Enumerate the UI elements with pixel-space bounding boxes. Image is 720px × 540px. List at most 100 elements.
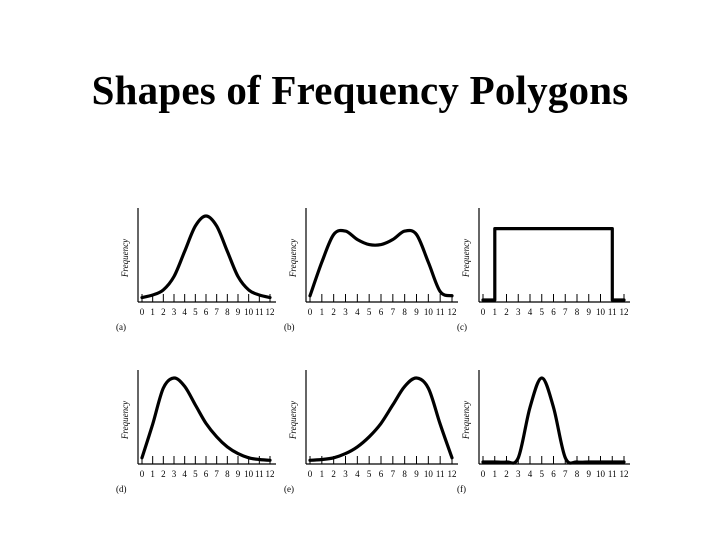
x-tick-label: 2 — [161, 307, 166, 317]
x-tick-label: 5 — [193, 307, 198, 317]
x-tick-label: 0 — [140, 469, 145, 479]
x-tick-label: 9 — [414, 469, 419, 479]
frequency-curve — [308, 228, 454, 298]
x-tick-label: 11 — [436, 307, 445, 317]
x-tick-label: 9 — [587, 469, 592, 479]
x-tick-label: 3 — [516, 307, 521, 317]
x-tick-label: 11 — [608, 307, 617, 317]
x-tick-label: 12 — [448, 307, 457, 317]
panel-label: (a) — [116, 322, 126, 332]
x-tick-label: 0 — [308, 307, 313, 317]
x-tick-label: 5 — [540, 469, 545, 479]
x-tick-label: 2 — [504, 307, 509, 317]
x-tick-label: 10 — [244, 469, 254, 479]
x-tick-label: 10 — [596, 307, 606, 317]
x-tick-label: 6 — [379, 469, 384, 479]
frequency-curve — [308, 376, 454, 462]
x-tick-label: 1 — [320, 469, 325, 479]
panel-label: (d) — [116, 484, 127, 494]
x-tick-label: 6 — [551, 469, 556, 479]
x-tick-label: 12 — [620, 307, 629, 317]
x-tick-label: 1 — [493, 469, 498, 479]
frequency-curve — [140, 214, 272, 300]
panel-label: (c) — [457, 322, 467, 332]
x-tick-label: 11 — [255, 307, 264, 317]
x-tick-label: 5 — [367, 469, 372, 479]
x-tick-label: 5 — [540, 307, 545, 317]
x-tick-label: 12 — [620, 469, 629, 479]
x-tick-label: 7 — [391, 307, 396, 317]
x-tick-label: 0 — [481, 307, 486, 317]
x-tick-label: 6 — [551, 307, 556, 317]
x-tick-label: 1 — [150, 469, 155, 479]
slide-title: Shapes of Frequency Polygons — [91, 67, 629, 113]
frequency-curve — [140, 376, 272, 462]
x-tick-label: 2 — [504, 469, 509, 479]
x-tick-label: 4 — [355, 307, 360, 317]
x-tick-label: 8 — [225, 307, 230, 317]
y-axis-label: Frequency — [461, 401, 471, 440]
x-tick-label: 10 — [596, 469, 606, 479]
y-axis-label: Frequency — [288, 239, 298, 278]
x-tick-label: 4 — [182, 307, 187, 317]
x-tick-label: 5 — [193, 469, 198, 479]
x-tick-label: 7 — [563, 469, 568, 479]
x-tick-label: 6 — [379, 307, 384, 317]
x-tick-label: 10 — [244, 307, 254, 317]
y-axis-label: Frequency — [288, 401, 298, 440]
x-tick-label: 9 — [236, 469, 241, 479]
x-tick-label: 4 — [182, 469, 187, 479]
y-axis-label: Frequency — [461, 239, 471, 278]
x-tick-label: 3 — [343, 469, 348, 479]
panel-label: (e) — [284, 484, 294, 494]
y-axis-label: Frequency — [120, 239, 130, 278]
x-tick-label: 9 — [587, 307, 592, 317]
x-tick-label: 1 — [320, 307, 325, 317]
x-tick-label: 12 — [266, 307, 275, 317]
x-tick-label: 8 — [575, 469, 580, 479]
x-tick-label: 11 — [255, 469, 264, 479]
x-tick-label: 0 — [481, 469, 486, 479]
x-tick-label: 4 — [528, 469, 533, 479]
x-tick-label: 0 — [308, 469, 313, 479]
x-tick-label: 7 — [391, 469, 396, 479]
x-tick-label: 3 — [516, 469, 521, 479]
frequency-curve — [481, 227, 626, 302]
x-tick-label: 3 — [172, 469, 177, 479]
panel-label: (b) — [284, 322, 295, 332]
x-tick-label: 5 — [367, 307, 372, 317]
x-tick-label: 7 — [214, 469, 219, 479]
x-tick-label: 7 — [563, 307, 568, 317]
x-tick-label: 8 — [575, 307, 580, 317]
x-tick-label: 2 — [331, 469, 336, 479]
x-tick-label: 10 — [424, 307, 434, 317]
x-tick-label: 3 — [343, 307, 348, 317]
x-tick-label: 8 — [402, 307, 407, 317]
panel-label: (f) — [457, 484, 466, 494]
x-tick-label: 8 — [225, 469, 230, 479]
x-tick-label: 2 — [161, 469, 166, 479]
x-tick-label: 11 — [436, 469, 445, 479]
y-axis-label: Frequency — [120, 401, 130, 440]
x-tick-label: 0 — [140, 307, 145, 317]
x-tick-label: 2 — [331, 307, 336, 317]
frequency-curve — [481, 376, 626, 465]
x-tick-label: 6 — [204, 469, 209, 479]
x-tick-label: 9 — [414, 307, 419, 317]
x-tick-label: 8 — [402, 469, 407, 479]
x-tick-label: 10 — [424, 469, 434, 479]
x-tick-label: 12 — [266, 469, 275, 479]
x-tick-label: 3 — [172, 307, 177, 317]
x-tick-label: 7 — [214, 307, 219, 317]
x-tick-label: 1 — [150, 307, 155, 317]
x-tick-label: 11 — [608, 469, 617, 479]
x-tick-label: 6 — [204, 307, 209, 317]
x-tick-label: 4 — [355, 469, 360, 479]
